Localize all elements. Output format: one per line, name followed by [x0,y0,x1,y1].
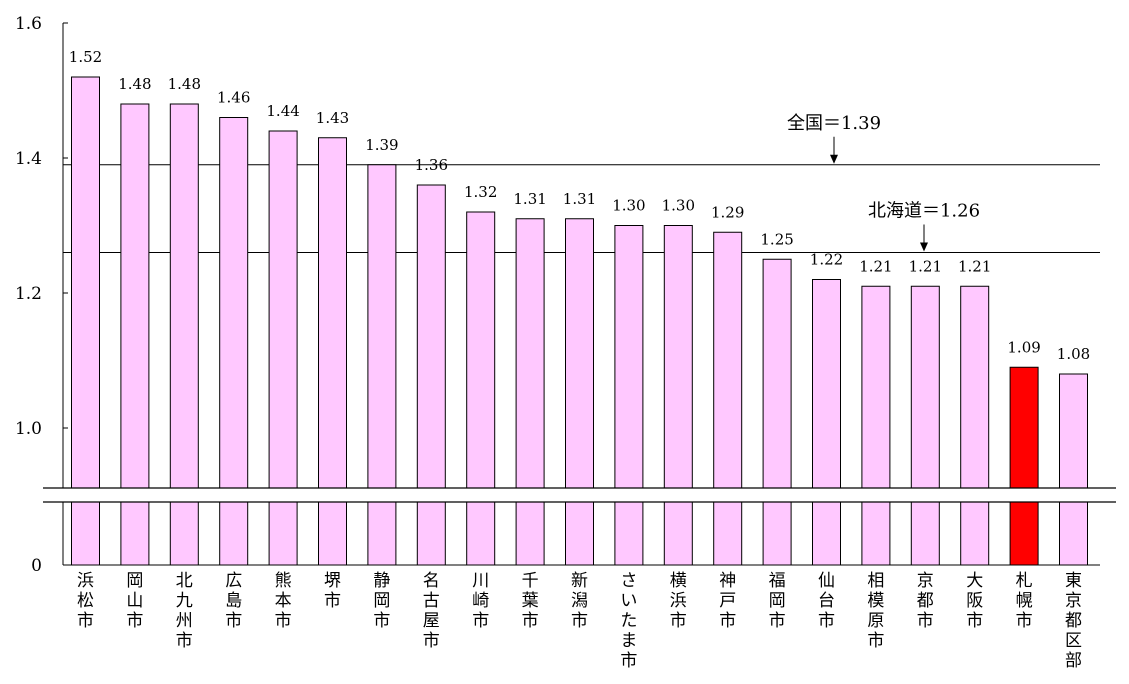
data-label: 1.32 [464,183,497,201]
reference-arrowhead [830,154,838,164]
bar [71,76,100,489]
data-label: 1.21 [958,257,991,275]
category-label: 北九州市 [176,571,193,651]
category-label: 福岡市 [769,571,786,631]
data-label: 1.46 [217,89,250,107]
bar-lower-segment [565,501,594,566]
data-label: 1.21 [909,257,942,275]
bar [466,211,496,489]
data-label: 1.21 [859,257,892,275]
bar-lower-segment [169,501,199,566]
bar [1059,373,1088,489]
category-label: 相模原市 [867,571,884,651]
bar [614,225,644,489]
y-tick-label: 1.4 [15,149,42,169]
data-label: 1.31 [513,190,546,208]
category-label: 名古屋市 [423,571,440,651]
data-label: 1.36 [415,156,448,174]
category-label: 静岡市 [373,571,390,631]
data-label: 1.44 [266,102,299,120]
data-label: 1.25 [760,230,793,248]
bar [367,164,397,489]
category-label: 堺市 [324,571,341,611]
category-label: 熊本市 [275,571,292,631]
bar-lower-segment [1009,501,1039,566]
data-label: 1.48 [168,75,201,93]
bar-lower-segment [71,501,100,566]
bar [960,285,990,489]
bar-lower-segment [960,501,990,566]
category-label: 大阪市 [966,571,983,631]
data-label: 1.30 [612,197,645,215]
data-label: 1.48 [118,75,151,93]
bar [318,137,347,489]
bar-lower-segment [1059,501,1088,566]
category-label: 広島市 [225,571,242,631]
bar [120,103,150,489]
bar [861,285,891,489]
bar-lower-segment [268,501,298,566]
category-label: 東京都区部 [1065,571,1082,671]
data-label: 1.09 [1007,338,1040,356]
category-label: 横浜市 [670,571,687,631]
category-label: 神戸市 [719,571,736,631]
data-label: 1.43 [316,109,349,127]
category-label: 新潟市 [571,571,588,631]
bar [910,285,940,489]
data-label: 1.29 [711,203,744,221]
category-label: 千葉市 [522,571,539,631]
reference-label: 北海道＝1.26 [868,201,980,222]
category-label: 京都市 [917,571,934,631]
bar-lower-segment [713,501,743,566]
data-label: 1.39 [365,136,398,154]
bar [812,279,841,489]
bar [268,130,298,489]
category-label: さいたま市 [620,571,637,671]
bar [663,225,693,489]
bar-lower-segment [910,501,940,566]
data-label: 1.52 [69,48,102,66]
category-label: 仙台市 [818,571,835,631]
category-label: 浜松市 [77,571,94,631]
y-tick-label: 1.0 [15,419,42,439]
bar-lower-segment [663,501,693,566]
data-label: 1.22 [810,251,843,269]
bar-lower-segment [812,501,841,566]
bar [515,218,545,489]
bar [713,231,743,489]
bar-lower-segment [614,501,644,566]
reference-label: 全国＝1.39 [787,113,881,134]
bar-lower-segment [515,501,545,566]
y-tick-label: 0 [31,556,42,576]
bar-lower-segment [861,501,891,566]
bar-lower-segment [416,501,446,566]
bar-lower-segment [318,501,347,566]
bar [416,184,446,489]
category-label: 札幌市 [1016,571,1033,631]
bar-lower-segment [466,501,496,566]
bar-lower-segment [367,501,397,566]
reference-arrowhead [920,242,928,252]
y-tick-label: 1.2 [15,284,42,304]
data-label: 1.30 [662,197,695,215]
data-label: 1.08 [1057,345,1090,363]
bar [762,258,792,489]
bar-lower-segment [762,501,792,566]
bar-lower-segment [120,501,150,566]
bar [169,103,199,489]
y-tick-label: 1.6 [15,14,42,34]
bar-lower-segment [219,501,249,566]
category-label: 岡山市 [126,571,143,631]
category-label: 川崎市 [472,571,489,631]
data-label: 1.31 [563,190,596,208]
bar [565,218,594,489]
bar [219,117,249,489]
bar [1009,366,1039,489]
